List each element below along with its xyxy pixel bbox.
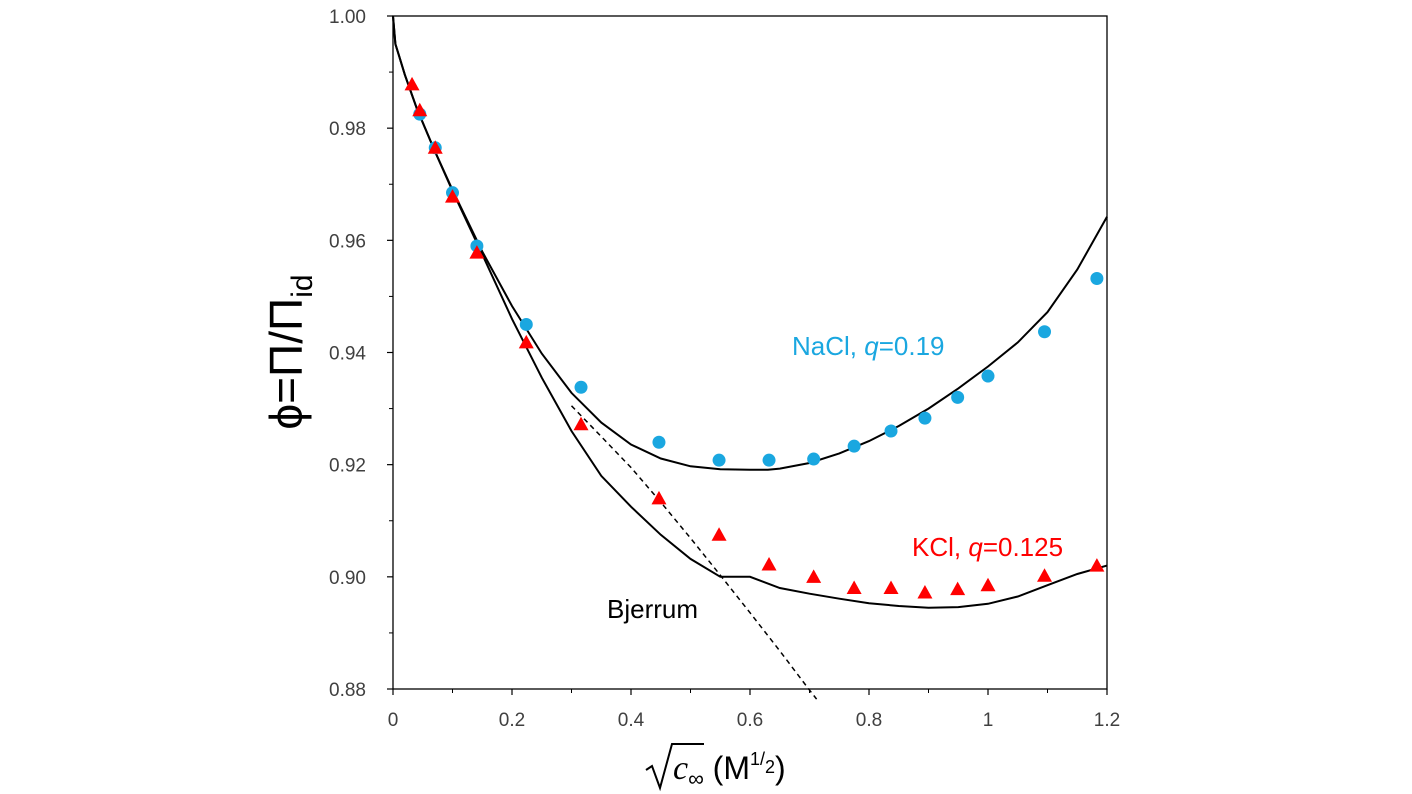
xlabel-exp-den: 2 [765,757,775,777]
sqrt-sign [645,743,704,792]
ylabel-pi-id: Π [260,298,312,331]
xlabel-close: ) [775,750,786,786]
xlabel-exp-slash: / [760,749,765,769]
kcl-point [518,334,534,349]
kcl-label-q: q [968,532,983,562]
y-tick-label: 0.88 [329,680,366,701]
kcl-point [427,140,443,154]
kcl-point [761,556,777,571]
y-tick-label: 0.96 [329,231,366,252]
y-tick-labels: 0.88 0.90 0.92 0.94 0.96 0.98 1.00 [329,7,366,701]
ylabel-eq: = [260,377,312,404]
nacl-label-prefix: NaCl, [792,331,864,361]
kcl-point [806,569,822,583]
kcl-point [883,580,899,595]
xlabel-exp-num: 1 [750,749,760,769]
nacl-point [884,424,898,438]
y-axis-label: ϕ=Π/Πid [260,274,319,429]
nacl-point [712,453,726,467]
ylabel-slash: / [260,331,312,344]
kcl-point [711,527,727,541]
nacl-point [574,380,588,394]
x-tick-label: 0.4 [618,710,645,731]
nacl-point [847,439,861,453]
kcl-point [469,245,485,259]
kcl-point [573,416,589,431]
kcl-point [412,102,428,117]
x-tick-label: 1 [983,710,994,731]
nacl-point [519,317,533,331]
axis-ticks [387,15,1108,695]
x-axis-label: c∞ (M1/2) [645,743,786,792]
kcl-point [1037,568,1053,582]
bjerrum-label: Bjerrum [607,594,698,624]
xlabel-sub: ∞ [688,766,704,791]
nacl-label: NaCl, q=0.19 [792,331,945,361]
nacl-fit-curve [392,15,1108,471]
data-markers [404,76,1105,599]
x-tick-label: 1.2 [1094,710,1120,731]
kcl-point [950,581,966,596]
kcl-point [1089,558,1105,572]
kcl-label-value: =0.125 [983,532,1063,562]
xlabel-unit: (M [704,750,750,786]
kcl-point [917,585,933,599]
xlabel-text: c∞ (M1/2) [673,749,786,791]
plot-frame [392,15,1108,690]
y-tick-label: 0.94 [329,344,366,365]
y-tick-label: 0.90 [329,568,366,589]
nacl-point [918,411,932,425]
kcl-fit-curve [392,15,1108,609]
y-tick-label: 0.98 [329,119,366,140]
nacl-label-value: =0.19 [879,331,945,361]
nacl-point [762,453,776,467]
nacl-point [1090,271,1104,285]
xlabel-var: c [673,750,688,787]
kcl-point [445,189,460,203]
y-tick-label: 0.92 [329,456,366,477]
x-tick-label: 0.2 [499,710,525,731]
kcl-point [404,76,420,91]
ylabel-pi: Π [260,344,312,377]
x-tick-label: 0 [388,710,399,731]
kcl-label: KCl, q=0.125 [912,532,1063,562]
x-tick-labels: 0 0.2 0.4 0.6 0.8 1 1.2 [388,710,1121,731]
nacl-point [807,452,821,466]
nacl-label-q: q [864,331,879,361]
nacl-point [652,435,666,449]
x-tick-label: 0.8 [856,710,882,731]
kcl-point [651,490,667,505]
kcl-label-prefix: KCl, [912,532,968,562]
nacl-point [951,390,965,404]
kcl-point [846,580,862,595]
x-tick-label: 0.6 [737,710,763,731]
y-tick-label: 1.00 [329,7,366,28]
nacl-point [981,369,995,383]
nacl-point [1038,325,1052,339]
kcl-point [980,577,996,592]
ylabel-phi: ϕ [260,404,312,430]
bjerrum-curve [570,405,818,700]
ylabel-sub: id [286,274,319,297]
fit-curves [392,15,1108,700]
